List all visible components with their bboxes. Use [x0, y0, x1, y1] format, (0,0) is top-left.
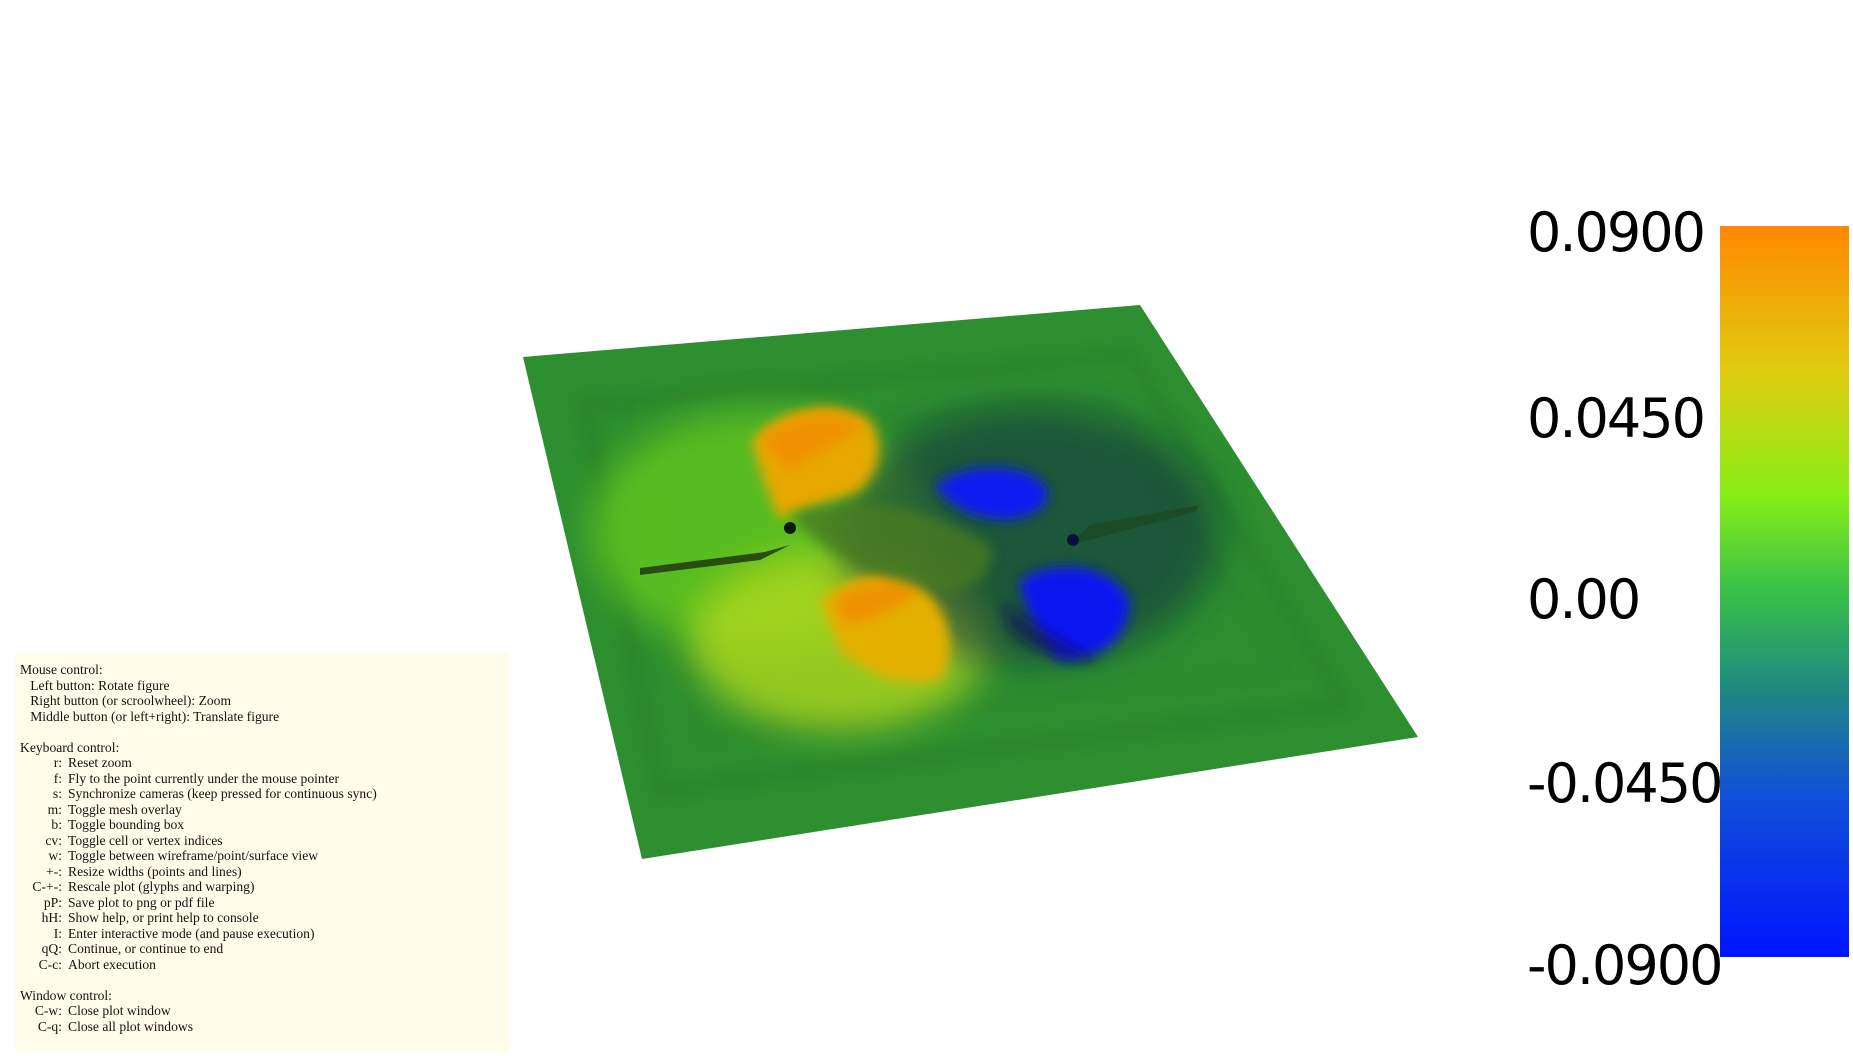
- help-window-item: C-q: Close all plot windows: [20, 1019, 509, 1035]
- help-key: C-c:: [38, 956, 62, 972]
- help-window-item: C-w: Close plot window: [20, 1003, 509, 1019]
- help-key: +-:: [46, 863, 62, 879]
- help-description: Save plot to png or pdf file: [68, 894, 215, 910]
- help-description: Reset zoom: [68, 755, 132, 770]
- help-key: qQ:: [41, 941, 62, 956]
- help-key: C-+-:: [32, 879, 62, 894]
- help-key: f:: [53, 770, 62, 786]
- help-mouse-title: Mouse control:: [20, 662, 103, 677]
- help-description: Toggle mesh overlay: [68, 801, 182, 817]
- help-key: pP:: [43, 894, 62, 910]
- help-window-section: Window control: C-w: Close plot window C-q…: [20, 988, 509, 1035]
- surface-shade-band: [576, 347, 1357, 798]
- help-mouse-section: Mouse control: Left button: Rotate figur…: [20, 662, 509, 724]
- help-key: I:: [53, 925, 62, 941]
- help-keyboard-item: w: Toggle between wireframe/point/surface…: [20, 848, 509, 864]
- colorbar-label-mid: 0.00: [1527, 568, 1641, 631]
- help-key: m:: [47, 801, 62, 817]
- help-description: Close all plot windows: [68, 1018, 193, 1034]
- colorbar-label-max: 0.0900: [1527, 201, 1706, 264]
- help-key: r:: [53, 755, 62, 770]
- help-keyboard-title: Keyboard control:: [20, 739, 120, 755]
- help-description: Toggle cell or vertex indices: [68, 832, 223, 848]
- help-description: Continue, or continue to end: [68, 941, 224, 956]
- help-keyboard-item: C-+-: Rescale plot (glyphs and warping): [20, 879, 509, 895]
- colorbar-label-min: -0.0900: [1527, 934, 1723, 997]
- help-mouse-item: Middle button (or left+right): Translate…: [30, 708, 280, 724]
- positive-peak-lower-highlight: [835, 581, 920, 625]
- help-description: Resize widths (points and lines): [68, 863, 242, 879]
- help-description: Rescale plot (glyphs and warping): [68, 879, 255, 894]
- help-description: Abort execution: [68, 956, 156, 972]
- help-keyboard-item: r: Reset zoom: [20, 755, 509, 771]
- positive-peak-upper-highlight: [760, 414, 862, 470]
- help-description: Enter interactive mode (and pause execut…: [68, 925, 315, 941]
- help-key: cv:: [45, 832, 62, 848]
- ridge-left: [640, 545, 790, 575]
- help-keyboard-item: s: Synchronize cameras (keep pressed for …: [20, 786, 509, 802]
- colorbar[interactable]: [1720, 226, 1849, 957]
- help-keyboard-item: C-c: Abort execution: [20, 957, 509, 973]
- help-key: w:: [48, 848, 62, 863]
- singular-point-right: [1067, 534, 1079, 546]
- help-description: Fly to the point currently under the mou…: [68, 770, 340, 786]
- colorbar-label-upper: 0.0450: [1527, 387, 1706, 450]
- help-keyboard-item: f: Fly to the point currently under the m…: [20, 771, 509, 787]
- surface-shade-band: [633, 394, 1294, 746]
- help-description: Toggle between wireframe/point/surface v…: [68, 848, 319, 863]
- help-keyboard-item: cv: Toggle cell or vertex indices: [20, 833, 509, 849]
- help-description: Toggle bounding box: [68, 817, 185, 832]
- help-key: s:: [52, 786, 62, 801]
- help-keyboard-item: m: Toggle mesh overlay: [20, 802, 509, 818]
- help-keyboard-item: qQ: Continue, or continue to end: [20, 941, 509, 957]
- help-overlay: Mouse control: Left button: Rotate figur…: [15, 653, 509, 1051]
- help-keyboard-item: +-: Resize widths (points and lines): [20, 864, 509, 880]
- help-key: hH:: [41, 910, 62, 925]
- negative-trough-upper: [935, 467, 1049, 520]
- help-key: C-w:: [34, 1003, 62, 1018]
- help-key: b:: [51, 817, 62, 832]
- ridge-right: [1070, 505, 1200, 545]
- help-keyboard-item: pP: Save plot to png or pdf file: [20, 895, 509, 911]
- help-mouse-item: Right button (or scroolwheel): Zoom: [30, 693, 232, 708]
- negative-trough-lower-shade: [1000, 600, 1100, 661]
- help-description: Synchronize cameras (keep pressed for co…: [68, 786, 377, 801]
- help-mouse-item: Left button: Rotate figure: [30, 677, 170, 693]
- help-key: C-q:: [37, 1018, 62, 1034]
- help-keyboard-item: hH: Show help, or print help to console: [20, 910, 509, 926]
- colorbar-gradient: [1720, 226, 1849, 957]
- help-keyboard-item: I: Enter interactive mode (and pause exec…: [20, 926, 509, 942]
- help-description: Close plot window: [68, 1003, 171, 1018]
- help-window-title: Window control:: [20, 987, 112, 1003]
- colorbar-label-lower: -0.0450: [1527, 752, 1723, 815]
- help-description: Show help, or print help to console: [68, 910, 259, 925]
- saddle-slope: [790, 502, 992, 592]
- singular-point-left: [784, 522, 796, 534]
- help-keyboard-section: Keyboard control: r: Reset zoom f: Fly to t…: [20, 740, 509, 973]
- help-keyboard-item: b: Toggle bounding box: [20, 817, 509, 833]
